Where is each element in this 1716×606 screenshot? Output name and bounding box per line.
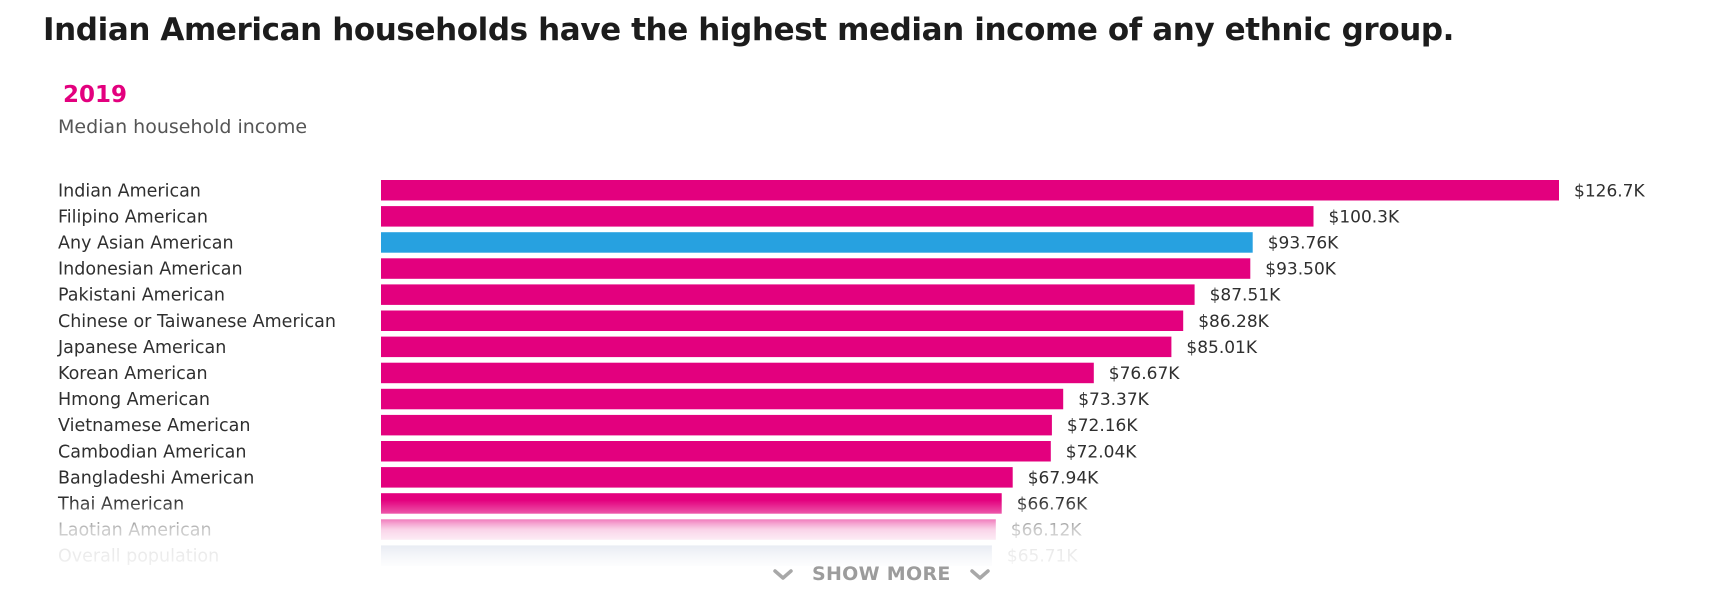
year-label: 2019 (63, 82, 128, 108)
category-label-indian-american: Indian American (58, 181, 201, 201)
category-label-vietnamese-american: Vietnamese American (58, 416, 250, 436)
show-more-label: SHOW MORE (812, 563, 951, 585)
bar-thai-american (381, 493, 1002, 514)
category-label-hmong-american: Hmong American (58, 390, 210, 410)
value-label-cambodian-american: $72.04K (1066, 442, 1137, 462)
chevron-down-icon (967, 563, 993, 585)
category-label-pakistani-american: Pakistani American (58, 286, 225, 306)
value-label-indian-american: $126.7K (1574, 181, 1645, 201)
category-label-indonesian-american: Indonesian American (58, 260, 243, 280)
bar-any-asian-american (381, 232, 1253, 253)
category-labels: Indian American Filipino American Any Asia… (57, 181, 336, 566)
bar-pakistani-american (381, 284, 1195, 305)
bar-chinese-or-taiwanese-american (381, 310, 1184, 331)
category-label-laotian-american: Laotian American (58, 521, 212, 541)
bar-indian-american (381, 180, 1559, 201)
bar-japanese-american (381, 336, 1172, 358)
value-label-korean-american: $76.67K (1109, 364, 1180, 384)
value-label-overall-population: $65.71K (1007, 547, 1078, 567)
category-label-filipino-american: Filipino American (58, 207, 208, 227)
value-label-hmong-american: $73.37K (1078, 390, 1149, 410)
category-label-bangladeshi-american: Bangladeshi American (58, 468, 254, 488)
bar-korean-american (381, 362, 1094, 384)
value-label-laotian-american: $66.12K (1011, 521, 1082, 541)
value-label-filipino-american: $100.3K (1329, 207, 1400, 227)
show-more-button[interactable]: SHOW MORE (770, 560, 993, 588)
value-label-thai-american: $66.76K (1017, 494, 1088, 514)
category-label-korean-american: Korean American (58, 364, 208, 384)
chart-title: Indian American households have the high… (43, 12, 1455, 48)
value-label-bangladeshi-american: $67.94K (1028, 468, 1099, 488)
category-label-thai-american: Thai American (57, 494, 184, 514)
bar-bangladeshi-american (381, 467, 1013, 488)
category-label-cambodian-american: Cambodian American (58, 442, 246, 462)
bar-hmong-american (381, 388, 1064, 410)
bars (381, 180, 1559, 566)
value-label-vietnamese-american: $72.16K (1067, 416, 1138, 436)
category-label-any-asian-american: Any Asian American (58, 233, 234, 253)
category-label-chinese-or-taiwanese-american: Chinese or Taiwanese American (58, 312, 336, 332)
bar-vietnamese-american (381, 414, 1052, 436)
value-label-any-asian-american: $93.76K (1268, 233, 1339, 253)
category-label-overall-population: Overall population (58, 547, 219, 567)
value-label-japanese-american: $85.01K (1186, 338, 1257, 358)
bar-cambodian-american (381, 441, 1051, 462)
value-label-chinese-or-taiwanese-american: $86.28K (1198, 312, 1269, 332)
bar-indonesian-american (381, 258, 1251, 279)
chart-subtitle: Median household income (58, 116, 308, 138)
value-label-indonesian-american: $93.50K (1265, 260, 1336, 280)
bar-filipino-american (381, 206, 1314, 227)
category-label-japanese-american: Japanese American (57, 338, 226, 358)
value-label-pakistani-american: $87.51K (1210, 286, 1281, 306)
chevron-down-icon (770, 563, 796, 585)
bar-laotian-american (381, 519, 996, 540)
